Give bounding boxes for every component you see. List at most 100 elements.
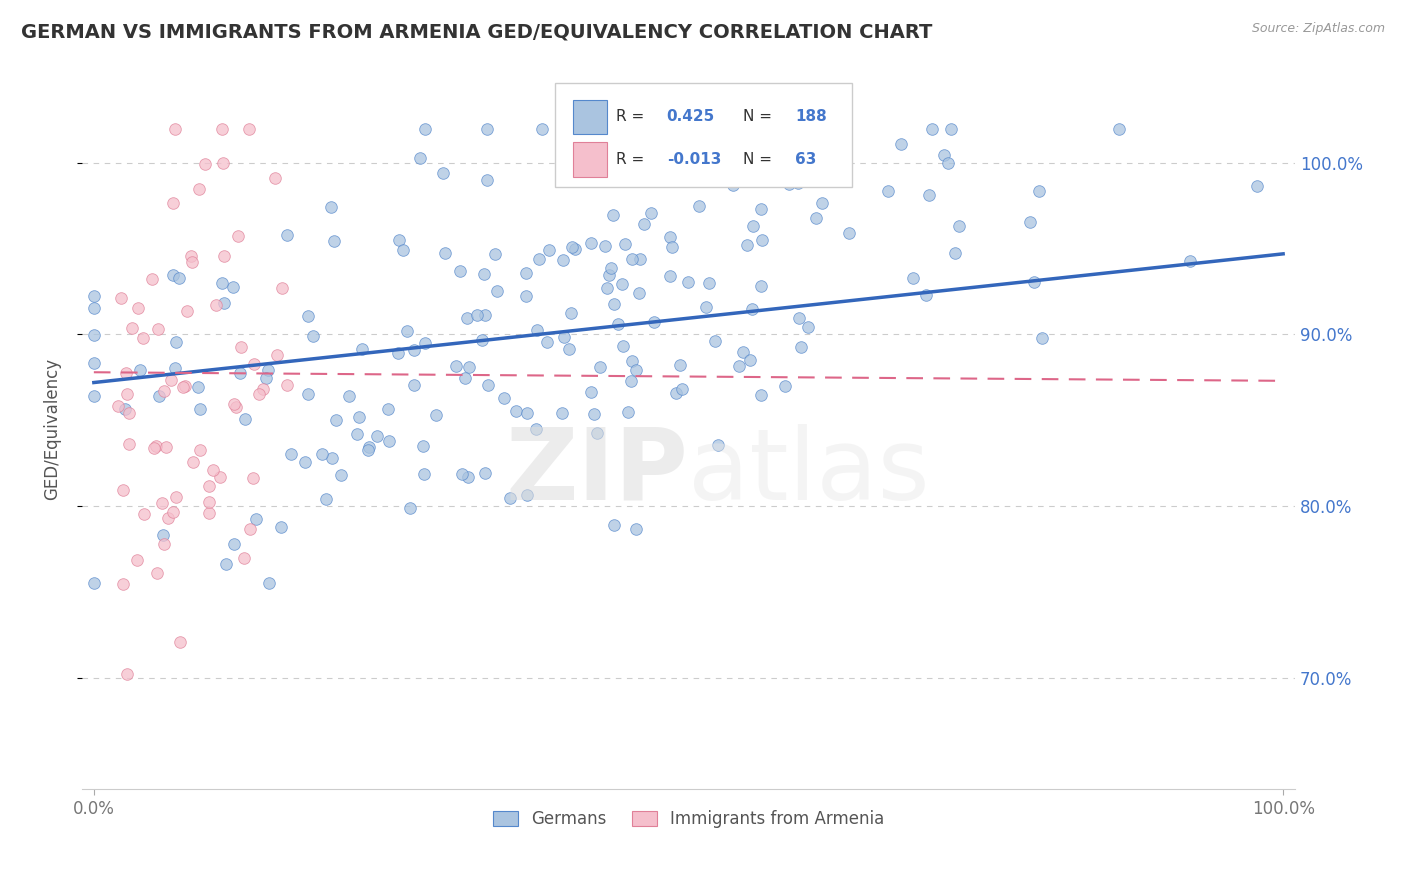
- Point: [266, 348, 288, 362]
- Point: [486, 285, 509, 299]
- Point: [579, 236, 602, 251]
- Point: [536, 335, 558, 350]
- Point: [83, 289, 105, 303]
- Point: [212, 295, 235, 310]
- Point: [83, 301, 105, 315]
- Point: [233, 412, 256, 426]
- Point: [321, 450, 343, 465]
- Point: [165, 335, 187, 350]
- Point: [797, 320, 820, 334]
- Point: [901, 271, 924, 285]
- Point: [141, 272, 163, 286]
- Point: [589, 359, 612, 374]
- Point: [515, 266, 537, 280]
- Point: [515, 289, 537, 303]
- Point: [222, 537, 245, 551]
- Point: [83, 389, 105, 403]
- Point: [538, 244, 561, 258]
- Point: [396, 324, 419, 338]
- Point: [257, 576, 280, 591]
- Point: [915, 288, 938, 302]
- Point: [187, 380, 209, 394]
- Point: [876, 184, 898, 198]
- Point: [264, 171, 287, 186]
- Point: [456, 310, 478, 325]
- Point: [699, 277, 721, 291]
- Point: [232, 551, 254, 566]
- Point: [165, 121, 187, 136]
- Point: [276, 227, 298, 242]
- Point: [118, 437, 141, 451]
- Point: [212, 155, 235, 169]
- Point: [731, 344, 754, 359]
- Point: [943, 245, 966, 260]
- Point: [245, 512, 267, 526]
- Point: [471, 334, 494, 348]
- Point: [787, 311, 810, 326]
- Point: [454, 371, 477, 385]
- Point: [347, 410, 370, 425]
- Point: [706, 438, 728, 452]
- Point: [786, 177, 808, 191]
- Point: [595, 239, 617, 253]
- Point: [941, 121, 963, 136]
- Point: [735, 237, 758, 252]
- Point: [409, 152, 432, 166]
- Point: [188, 402, 211, 417]
- Point: [581, 385, 603, 400]
- Point: [557, 342, 579, 356]
- Point: [564, 243, 586, 257]
- Point: [413, 121, 436, 136]
- Point: [661, 240, 683, 254]
- Point: [270, 520, 292, 534]
- Point: [498, 491, 520, 505]
- Point: [174, 379, 197, 393]
- Point: [558, 136, 581, 151]
- Point: [598, 268, 620, 282]
- Point: [695, 300, 717, 314]
- Point: [1108, 121, 1130, 136]
- Point: [146, 566, 169, 581]
- Point: [222, 280, 245, 294]
- Point: [740, 352, 762, 367]
- Point: [560, 306, 582, 320]
- Point: [176, 304, 198, 318]
- Point: [357, 440, 380, 454]
- Point: [834, 121, 856, 136]
- Point: [165, 490, 187, 504]
- Point: [115, 387, 138, 401]
- Point: [302, 329, 325, 343]
- Point: [225, 400, 247, 414]
- Point: [617, 405, 640, 419]
- Point: [337, 389, 360, 403]
- Point: [252, 382, 274, 396]
- Point: [211, 276, 233, 290]
- Text: Source: ZipAtlas.com: Source: ZipAtlas.com: [1251, 22, 1385, 36]
- Point: [413, 467, 436, 481]
- Point: [229, 340, 252, 354]
- Point: [148, 322, 170, 336]
- Point: [172, 380, 194, 394]
- Point: [749, 279, 772, 293]
- Point: [115, 366, 138, 380]
- Point: [626, 362, 648, 376]
- Point: [477, 172, 499, 186]
- Point: [484, 247, 506, 261]
- Point: [357, 443, 380, 458]
- Point: [595, 280, 617, 294]
- Point: [215, 557, 238, 571]
- Point: [1019, 215, 1042, 229]
- Point: [477, 378, 499, 392]
- Point: [465, 308, 488, 322]
- Legend: Germans, Immigrants from Armenia: Germans, Immigrants from Armenia: [486, 804, 891, 835]
- Text: 188: 188: [796, 110, 827, 124]
- FancyBboxPatch shape: [574, 142, 607, 177]
- Point: [226, 228, 249, 243]
- Point: [117, 405, 139, 419]
- Point: [150, 496, 173, 510]
- Point: [280, 447, 302, 461]
- Point: [775, 379, 797, 393]
- Point: [242, 358, 264, 372]
- Point: [83, 356, 105, 370]
- Point: [600, 261, 623, 276]
